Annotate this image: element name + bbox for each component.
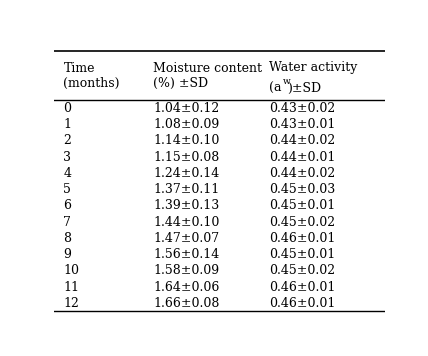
Text: 0.43±0.01: 0.43±0.01 [269, 118, 336, 131]
Text: 0.46±0.01: 0.46±0.01 [269, 297, 336, 310]
Text: 1.44±0.10: 1.44±0.10 [153, 215, 220, 229]
Text: 0.45±0.01: 0.45±0.01 [269, 248, 336, 261]
Text: 1.58±0.09: 1.58±0.09 [153, 264, 219, 277]
Text: 0.45±0.01: 0.45±0.01 [269, 199, 336, 212]
Text: Time
(months): Time (months) [63, 62, 120, 90]
Text: w: w [283, 77, 291, 87]
Text: 1.24±0.14: 1.24±0.14 [153, 167, 219, 180]
Text: 0.45±0.03: 0.45±0.03 [269, 183, 336, 196]
Text: 9: 9 [63, 248, 71, 261]
Text: 0.44±0.02: 0.44±0.02 [269, 134, 336, 147]
Text: 1.08±0.09: 1.08±0.09 [153, 118, 219, 131]
Text: 4: 4 [63, 167, 71, 180]
Text: 0.45±0.02: 0.45±0.02 [269, 215, 335, 229]
Text: 1.47±0.07: 1.47±0.07 [153, 232, 219, 245]
Text: 0.44±0.02: 0.44±0.02 [269, 167, 336, 180]
Text: 10: 10 [63, 264, 80, 277]
Text: Water activity: Water activity [269, 62, 357, 74]
Text: 0.44±0.01: 0.44±0.01 [269, 151, 336, 164]
Text: 7: 7 [63, 215, 71, 229]
Text: 1.15±0.08: 1.15±0.08 [153, 151, 219, 164]
Text: 6: 6 [63, 199, 71, 212]
Text: 0.46±0.01: 0.46±0.01 [269, 232, 336, 245]
Text: 1.37±0.11: 1.37±0.11 [153, 183, 219, 196]
Text: 0.43±0.02: 0.43±0.02 [269, 102, 336, 115]
Text: Moisture content
(%) ±SD: Moisture content (%) ±SD [153, 62, 262, 90]
Text: 12: 12 [63, 297, 79, 310]
Text: 1.39±0.13: 1.39±0.13 [153, 199, 219, 212]
Text: 1.04±0.12: 1.04±0.12 [153, 102, 219, 115]
Text: 3: 3 [63, 151, 71, 164]
Text: 0.45±0.02: 0.45±0.02 [269, 264, 335, 277]
Text: )±SD: )±SD [287, 82, 321, 95]
Text: 5: 5 [63, 183, 71, 196]
Text: 0: 0 [63, 102, 71, 115]
Text: 11: 11 [63, 281, 80, 293]
Text: 1.14±0.10: 1.14±0.10 [153, 134, 220, 147]
Text: 0.46±0.01: 0.46±0.01 [269, 281, 336, 293]
Text: (a: (a [269, 82, 282, 95]
Text: 1.56±0.14: 1.56±0.14 [153, 248, 219, 261]
Text: 1: 1 [63, 118, 71, 131]
Text: 1.66±0.08: 1.66±0.08 [153, 297, 220, 310]
Text: 8: 8 [63, 232, 71, 245]
Text: 2: 2 [63, 134, 71, 147]
Text: 1.64±0.06: 1.64±0.06 [153, 281, 220, 293]
